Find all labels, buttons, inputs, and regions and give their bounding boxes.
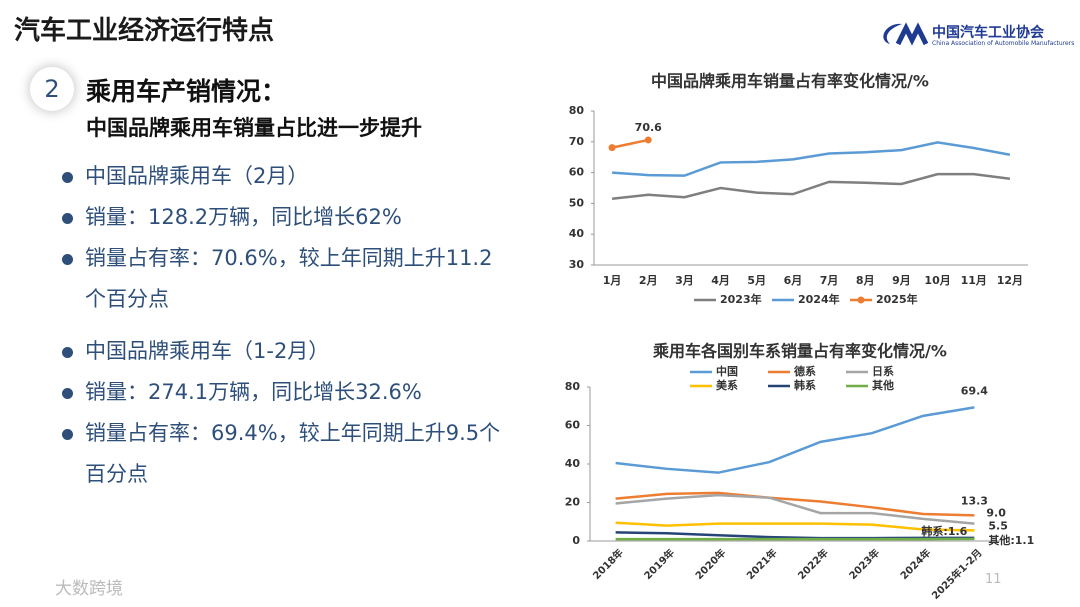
y-tick-label: 20 xyxy=(565,496,581,509)
legend-label: 韩系 xyxy=(794,378,816,392)
y-tick-label: 80 xyxy=(569,104,585,117)
x-tick-label: 2024年 xyxy=(897,546,933,582)
value-label: 70.6 xyxy=(635,121,662,134)
y-tick-label: 60 xyxy=(569,166,585,179)
bullet: 销量占有率：70.6%，较上年同期上升11.2个百分点 xyxy=(62,238,505,320)
x-tick-label: 4月 xyxy=(711,274,730,287)
value-label: 69.4 xyxy=(961,384,988,397)
value-label: 9.0 xyxy=(986,507,1006,520)
watermark: 大数跨境 xyxy=(55,579,123,599)
legend-label: 美系 xyxy=(716,378,738,392)
series-line xyxy=(615,493,975,525)
legend-label: 中国 xyxy=(716,364,738,378)
x-tick-label: 12月 xyxy=(997,274,1023,287)
series-line xyxy=(615,521,975,532)
x-tick-label: 2023年 xyxy=(846,546,882,582)
bullet: 销量：128.2万辆，同比增长62% xyxy=(62,197,505,238)
bullet: 销量：274.1万辆，同比增长32.6% xyxy=(62,372,505,413)
y-tick-label: 50 xyxy=(569,196,585,209)
x-tick-label: 3月 xyxy=(675,274,694,287)
chart-title: 乘用车各国别车系销量占有率变化情况/% xyxy=(652,342,947,361)
value-label: 韩系:1.6 xyxy=(921,524,967,538)
x-tick-label: 10月 xyxy=(924,274,950,287)
chart-title: 中国品牌乘用车销量占有率变化情况/% xyxy=(651,72,929,91)
x-tick-label: 2025年1-2月 xyxy=(929,546,985,602)
y-tick-label: 60 xyxy=(565,419,581,432)
y-tick-label: 80 xyxy=(565,380,581,393)
y-tick-label: 40 xyxy=(565,457,581,470)
x-tick-label: 2020年 xyxy=(692,546,728,582)
x-tick-label: 5月 xyxy=(747,274,766,287)
x-tick-label: 2月 xyxy=(639,274,658,287)
x-tick-label: 7月 xyxy=(820,274,839,287)
legend-label: 2023年 xyxy=(720,292,762,306)
legend-label: 2024年 xyxy=(798,292,840,306)
point xyxy=(644,136,652,144)
bullet: 中国品牌乘用车（2月） xyxy=(62,156,505,197)
value-label: 13.3 xyxy=(961,494,988,507)
series-line xyxy=(611,138,649,149)
x-tick-label: 6月 xyxy=(784,274,803,287)
series-line xyxy=(611,172,1011,201)
y-tick-label: 70 xyxy=(569,135,585,148)
y-tick-label: 40 xyxy=(569,227,585,240)
slide-title: 汽车工业经济运行特点 xyxy=(14,16,275,46)
legend-label: 其他 xyxy=(872,378,894,392)
page-number: 11 xyxy=(985,572,1002,587)
x-tick-label: 2019年 xyxy=(641,546,677,582)
legend-label: 2025年 xyxy=(876,292,918,306)
x-tick-label: 2022年 xyxy=(795,546,831,582)
org-name: 中国汽车工业协会 xyxy=(932,25,1044,41)
org-name-en: China Association of Automobile Manufact… xyxy=(932,40,1075,47)
section-number: 2 xyxy=(30,67,74,111)
section-subheading: 中国品牌乘用车销量占比进一步提升 xyxy=(86,116,422,140)
series-line xyxy=(615,491,975,517)
x-tick-label: 11月 xyxy=(961,274,987,287)
logo xyxy=(883,22,928,46)
series-line xyxy=(615,406,975,474)
x-tick-label: 2021年 xyxy=(744,546,780,582)
y-tick-label: 0 xyxy=(572,534,580,547)
x-tick-label: 9月 xyxy=(892,274,911,287)
bullet: 销量占有率：69.4%，较上年同期上升9.5个百分点 xyxy=(62,413,505,495)
series-line xyxy=(611,141,1011,177)
x-tick-label: 2018年 xyxy=(590,546,626,582)
value-label: 其他:1.1 xyxy=(988,533,1034,547)
value-label: 5.5 xyxy=(988,519,1008,532)
point xyxy=(608,144,616,152)
legend-label: 德系 xyxy=(793,364,816,378)
legend-marker xyxy=(857,296,865,304)
bullet: 中国品牌乘用车（1-2月） xyxy=(62,331,505,372)
legend-label: 日系 xyxy=(872,364,894,378)
y-tick-label: 30 xyxy=(569,258,585,271)
x-tick-label: 1月 xyxy=(603,274,622,287)
x-tick-label: 8月 xyxy=(856,274,875,287)
section-heading: 乘用车产销情况： xyxy=(86,77,287,106)
